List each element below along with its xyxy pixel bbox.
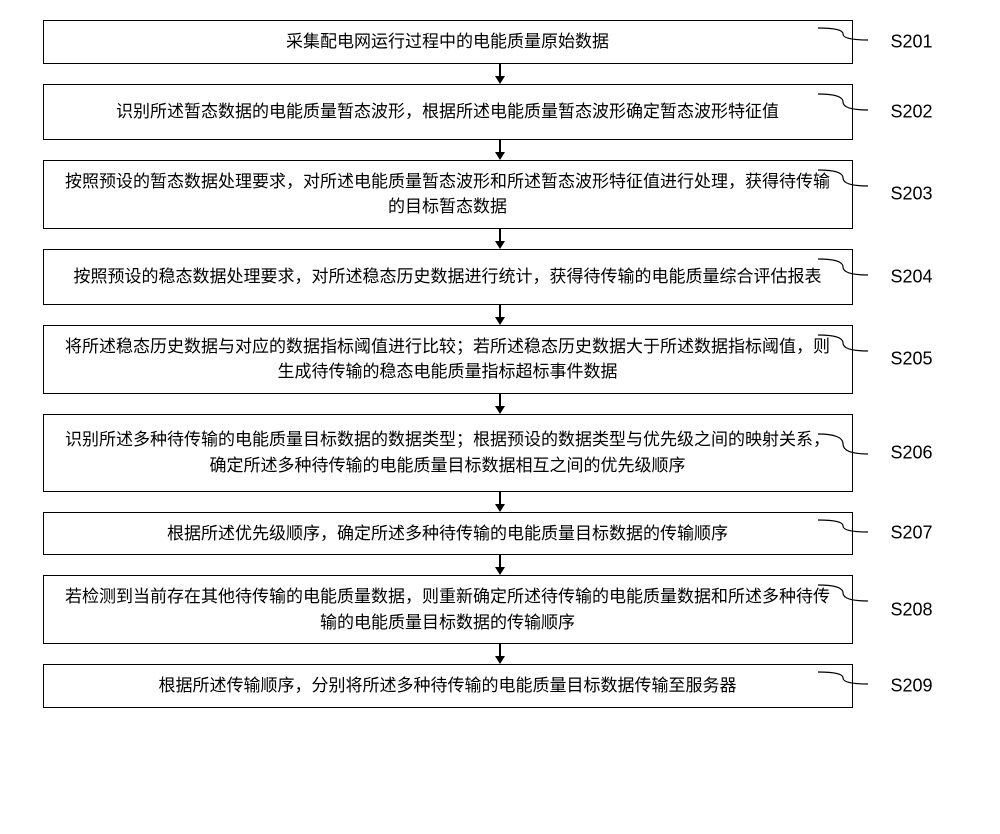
- step-box-s202: 识别所述暂态数据的电能质量暂态波形，根据所述电能质量暂态波形确定暂态波形特征值: [43, 84, 853, 140]
- step-label-s206: S206: [890, 442, 932, 463]
- step-box-s208: 若检测到当前存在其他待传输的电能质量数据，则重新确定所述待传输的电能质量数据和所…: [43, 575, 853, 644]
- arrow-head: [495, 317, 505, 325]
- bracket-s208: [818, 575, 868, 644]
- arrow-7: [495, 555, 505, 575]
- bracket-s203: [818, 160, 868, 229]
- step-box-s207: 根据所述优先级顺序，确定所述多种待传输的电能质量目标数据的传输顺序: [43, 512, 853, 556]
- arrow-8: [495, 644, 505, 664]
- arrow-head: [495, 76, 505, 84]
- arrow-5: [495, 394, 505, 414]
- step-box-s201: 采集配电网运行过程中的电能质量原始数据: [43, 20, 853, 64]
- step-text: 根据所述传输顺序，分别将所述多种待传输的电能质量目标数据传输至服务器: [159, 673, 737, 699]
- bracket-s204: [818, 249, 868, 305]
- step-row-7: 根据所述优先级顺序，确定所述多种待传输的电能质量目标数据的传输顺序 S207: [43, 512, 963, 556]
- step-label-s205: S205: [890, 349, 932, 370]
- arrow-3: [495, 229, 505, 249]
- step-row-2: 识别所述暂态数据的电能质量暂态波形，根据所述电能质量暂态波形确定暂态波形特征值 …: [43, 84, 963, 140]
- flowchart-container: 采集配电网运行过程中的电能质量原始数据 S201 识别所述暂态数据的电能质量暂态…: [40, 20, 960, 708]
- step-row-5: 将所述稳态历史数据与对应的数据指标阈值进行比较；若所述稳态历史数据大于所述数据指…: [43, 325, 963, 394]
- step-text: 将所述稳态历史数据与对应的数据指标阈值进行比较；若所述稳态历史数据大于所述数据指…: [64, 334, 832, 385]
- step-text: 若检测到当前存在其他待传输的电能质量数据，则重新确定所述待传输的电能质量数据和所…: [64, 584, 832, 635]
- step-box-s209: 根据所述传输顺序，分别将所述多种待传输的电能质量目标数据传输至服务器: [43, 664, 853, 708]
- step-label-s203: S203: [890, 184, 932, 205]
- arrow-head: [495, 656, 505, 664]
- step-label-s209: S209: [890, 675, 932, 696]
- step-row-8: 若检测到当前存在其他待传输的电能质量数据，则重新确定所述待传输的电能质量数据和所…: [43, 575, 963, 644]
- bracket-s205: [818, 325, 868, 394]
- arrow-line: [499, 644, 501, 656]
- step-row-1: 采集配电网运行过程中的电能质量原始数据 S201: [43, 20, 963, 64]
- bracket-s206: [818, 414, 868, 492]
- arrow-head: [495, 241, 505, 249]
- step-text: 识别所述多种待传输的电能质量目标数据的数据类型；根据预设的数据类型与优先级之间的…: [64, 427, 832, 478]
- arrow-line: [499, 140, 501, 152]
- step-row-6: 识别所述多种待传输的电能质量目标数据的数据类型；根据预设的数据类型与优先级之间的…: [43, 414, 963, 492]
- step-label-s208: S208: [890, 599, 932, 620]
- step-text: 按照预设的暂态数据处理要求，对所述电能质量暂态波形和所述暂态波形特征值进行处理，…: [64, 169, 832, 220]
- step-box-s206: 识别所述多种待传输的电能质量目标数据的数据类型；根据预设的数据类型与优先级之间的…: [43, 414, 853, 492]
- arrow-head: [495, 152, 505, 160]
- step-text: 识别所述暂态数据的电能质量暂态波形，根据所述电能质量暂态波形确定暂态波形特征值: [116, 99, 779, 125]
- step-box-s205: 将所述稳态历史数据与对应的数据指标阈值进行比较；若所述稳态历史数据大于所述数据指…: [43, 325, 853, 394]
- step-box-s204: 按照预设的稳态数据处理要求，对所述稳态历史数据进行统计，获得待传输的电能质量综合…: [43, 249, 853, 305]
- arrow-head: [495, 567, 505, 575]
- step-row-4: 按照预设的稳态数据处理要求，对所述稳态历史数据进行统计，获得待传输的电能质量综合…: [43, 249, 963, 305]
- step-label-s201: S201: [890, 31, 932, 52]
- arrow-line: [499, 492, 501, 504]
- arrow-line: [499, 229, 501, 241]
- step-row-9: 根据所述传输顺序，分别将所述多种待传输的电能质量目标数据传输至服务器 S209: [43, 664, 963, 708]
- arrow-1: [495, 64, 505, 84]
- bracket-s207: [818, 512, 868, 556]
- step-label-s207: S207: [890, 523, 932, 544]
- arrow-6: [495, 492, 505, 512]
- step-text: 按照预设的稳态数据处理要求，对所述稳态历史数据进行统计，获得待传输的电能质量综合…: [74, 264, 822, 290]
- arrow-line: [499, 394, 501, 406]
- step-label-s202: S202: [890, 101, 932, 122]
- arrow-line: [499, 305, 501, 317]
- arrow-head: [495, 504, 505, 512]
- step-label-s204: S204: [890, 266, 932, 287]
- arrow-head: [495, 406, 505, 414]
- step-text: 采集配电网运行过程中的电能质量原始数据: [286, 29, 609, 55]
- bracket-s209: [818, 664, 868, 708]
- step-box-s203: 按照预设的暂态数据处理要求，对所述电能质量暂态波形和所述暂态波形特征值进行处理，…: [43, 160, 853, 229]
- arrow-2: [495, 140, 505, 160]
- bracket-s202: [818, 84, 868, 140]
- arrow-line: [499, 555, 501, 567]
- bracket-s201: [818, 20, 868, 64]
- step-row-3: 按照预设的暂态数据处理要求，对所述电能质量暂态波形和所述暂态波形特征值进行处理，…: [43, 160, 963, 229]
- step-text: 根据所述优先级顺序，确定所述多种待传输的电能质量目标数据的传输顺序: [167, 521, 728, 547]
- arrow-line: [499, 64, 501, 76]
- arrow-4: [495, 305, 505, 325]
